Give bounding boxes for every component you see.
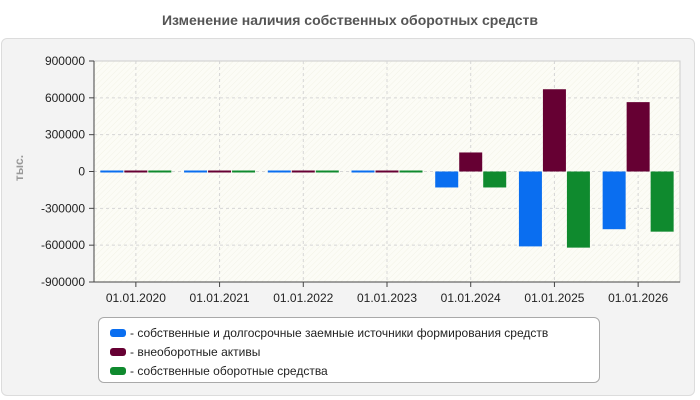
x-tick-label: 01.01.2022 xyxy=(273,291,333,305)
bar xyxy=(602,171,626,230)
bar xyxy=(435,171,459,188)
bar xyxy=(208,170,232,173)
bars xyxy=(100,89,674,248)
x-tick-label: 01.01.2023 xyxy=(357,291,417,305)
x-tick-label: 01.01.2026 xyxy=(608,291,668,305)
bar xyxy=(375,170,399,173)
bar xyxy=(626,102,650,172)
bar xyxy=(291,170,315,173)
legend-label: - внеоборотные активы xyxy=(130,344,261,359)
y-tick-label: -900000 xyxy=(41,275,85,289)
y-tick-label: 900000 xyxy=(45,54,85,68)
y-tick-label: 0 xyxy=(78,165,85,179)
legend-swatch xyxy=(110,328,126,337)
chart-title: Изменение наличия собственных оборотных … xyxy=(161,12,539,28)
legend-item: - внеоборотные активы xyxy=(110,342,599,361)
bar xyxy=(124,170,148,173)
legend-item: - собственные оборотные средства xyxy=(110,361,599,380)
bar xyxy=(650,171,674,232)
x-tick-label: 01.01.2024 xyxy=(441,291,501,305)
x-tick-label: 01.01.2025 xyxy=(524,291,584,305)
legend: - собственные и долгосрочные заемные ист… xyxy=(98,317,600,383)
legend-swatch xyxy=(110,366,126,375)
bar xyxy=(518,171,542,247)
bar xyxy=(148,170,172,173)
legend-label: - собственные и долгосрочные заемные ист… xyxy=(130,325,549,340)
y-tick-label: -300000 xyxy=(41,201,85,215)
bar xyxy=(351,170,375,173)
y-axis: 900000 600000 300000 0 -300000 -600000 -900000 xyxy=(41,54,95,289)
bar xyxy=(399,170,423,173)
bar xyxy=(267,170,291,173)
bar xyxy=(459,152,483,172)
y-axis-label: тыс. xyxy=(12,155,26,181)
y-tick-label: 600000 xyxy=(45,91,85,105)
bar xyxy=(100,170,124,173)
bar xyxy=(232,170,256,173)
bar xyxy=(542,89,566,172)
legend-label: - собственные оборотные средства xyxy=(130,363,328,378)
legend-swatch xyxy=(110,347,126,356)
bar xyxy=(566,171,590,248)
bar xyxy=(483,171,507,188)
bar xyxy=(315,170,339,173)
legend-item: - собственные и долгосрочные заемные ист… xyxy=(110,323,599,342)
bar xyxy=(184,170,208,173)
x-tick-label: 01.01.2021 xyxy=(190,291,250,305)
y-tick-label: 300000 xyxy=(45,128,85,142)
x-axis: 01.01.2020 01.01.2021 01.01.2022 01.01.2023… xyxy=(94,281,680,305)
x-tick-label: 01.01.2020 xyxy=(106,291,166,305)
y-tick-label: -600000 xyxy=(41,238,85,252)
